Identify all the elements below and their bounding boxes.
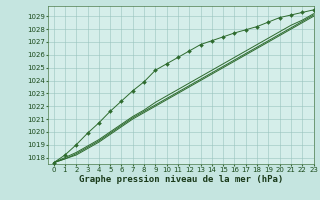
X-axis label: Graphe pression niveau de la mer (hPa): Graphe pression niveau de la mer (hPa) [79, 175, 283, 184]
